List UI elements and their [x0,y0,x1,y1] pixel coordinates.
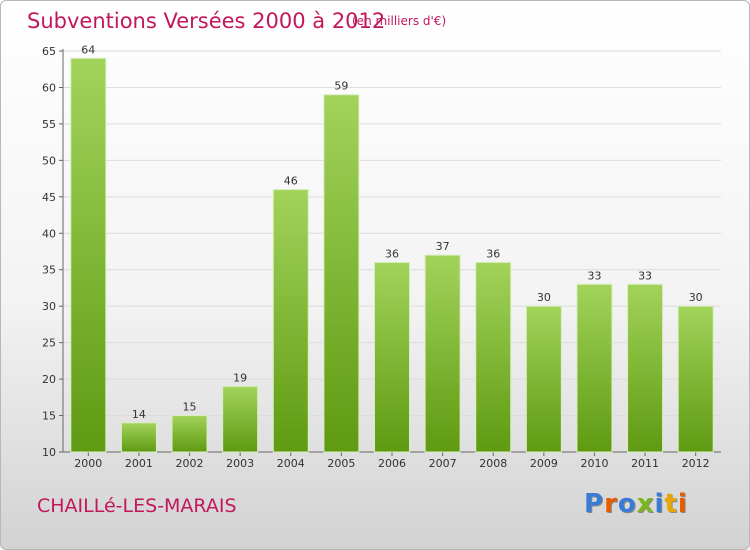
x-tick-label: 2006 [378,457,406,470]
x-tick-label: 2004 [277,457,305,470]
data-label-2010: 33 [587,269,601,282]
bar-2005 [323,94,360,453]
data-label-2008: 36 [486,247,500,260]
bar-2004 [272,189,309,453]
chart-subtitle: (en milliers d'€) [352,14,447,28]
y-tick-label: 60 [42,81,56,94]
bar-2003 [222,385,259,453]
bars [70,57,714,453]
x-tick-label: 2012 [682,457,710,470]
x-tick-label: 2000 [74,457,102,470]
y-tick-label: 20 [42,373,56,386]
commune-name: CHAILLé-LES-MARAIS [37,495,237,517]
data-label-2006: 36 [385,247,399,260]
data-label-2011: 33 [638,269,652,282]
y-tick-label: 40 [42,227,56,240]
bar-2009 [525,305,562,453]
data-label-2009: 30 [537,291,551,304]
bar-2000 [70,57,107,453]
data-label-2007: 37 [436,240,450,253]
y-tick-label: 10 [42,446,56,459]
x-tick-label: 2003 [226,457,254,470]
data-label-2003: 19 [233,371,247,384]
y-tick-label: 45 [42,191,56,204]
bar-2011 [627,283,664,453]
y-tick-label: 25 [42,337,56,350]
bar-2001 [120,422,157,453]
bar-2010 [576,283,613,453]
x-tick-label: 2002 [176,457,204,470]
bar-2007 [424,254,461,453]
y-tick-label: 30 [42,300,56,313]
bar-2012 [677,305,714,453]
proxiti-logo: Proxiti [584,489,688,519]
data-label-2012: 30 [689,291,703,304]
y-tick-label: 50 [42,154,56,167]
data-label-2000: 64 [81,43,95,56]
data-labels: 64 14 15 19 46 59 36 37 36 30 33 33 30 [81,43,702,421]
x-tick-label: 2011 [631,457,659,470]
x-tick-label: 2008 [479,457,507,470]
bar-2008 [475,261,512,453]
bar-2002 [171,415,208,453]
x-tick-label: 2001 [125,457,153,470]
x-tick-label: 2007 [429,457,457,470]
y-tick-label: 65 [42,45,56,58]
chart-title: Subventions Versées 2000 à 2012 [27,9,386,33]
data-label-2004: 46 [284,175,298,188]
x-tick-label: 2009 [530,457,558,470]
y-tick-label: 55 [42,118,56,131]
bar-2006 [374,261,410,453]
y-tick-label: 15 [42,410,56,423]
data-label-2002: 15 [183,401,197,414]
x-tick-label: 2010 [580,457,608,470]
x-tick-labels: 2000 2001 2002 2003 2004 2005 2006 2007 2008 2009… [74,457,709,470]
data-label-2001: 14 [132,408,146,421]
data-label-2005: 59 [334,80,348,93]
x-tick-label: 2005 [327,457,355,470]
y-tick-labels: 10 15 20 25 30 35 40 45 50 55 60 65 [42,45,56,459]
y-tick-label: 35 [42,264,56,277]
